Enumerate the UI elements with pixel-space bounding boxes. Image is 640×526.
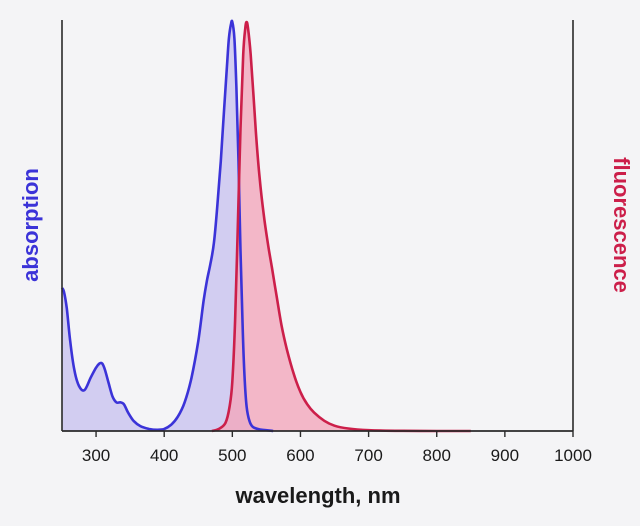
- x-tick-label-1000: 1000: [554, 446, 592, 465]
- x-tick-label-700: 700: [354, 446, 382, 465]
- fluorescence-line: [211, 20, 471, 433]
- x-tick-label-600: 600: [286, 446, 314, 465]
- fluorescence-area: [211, 22, 471, 431]
- right-axis-title: fluorescence: [609, 157, 634, 293]
- x-tick-label-900: 900: [491, 446, 519, 465]
- x-tick-label-300: 300: [82, 446, 110, 465]
- x-tick-label-500: 500: [218, 446, 246, 465]
- x-tick-label-400: 400: [150, 446, 178, 465]
- absorption-area: [62, 20, 274, 432]
- x-axis-title: wavelength, nm: [234, 483, 400, 508]
- x-tick-label-800: 800: [423, 446, 451, 465]
- left-axis-title: absorption: [18, 168, 43, 282]
